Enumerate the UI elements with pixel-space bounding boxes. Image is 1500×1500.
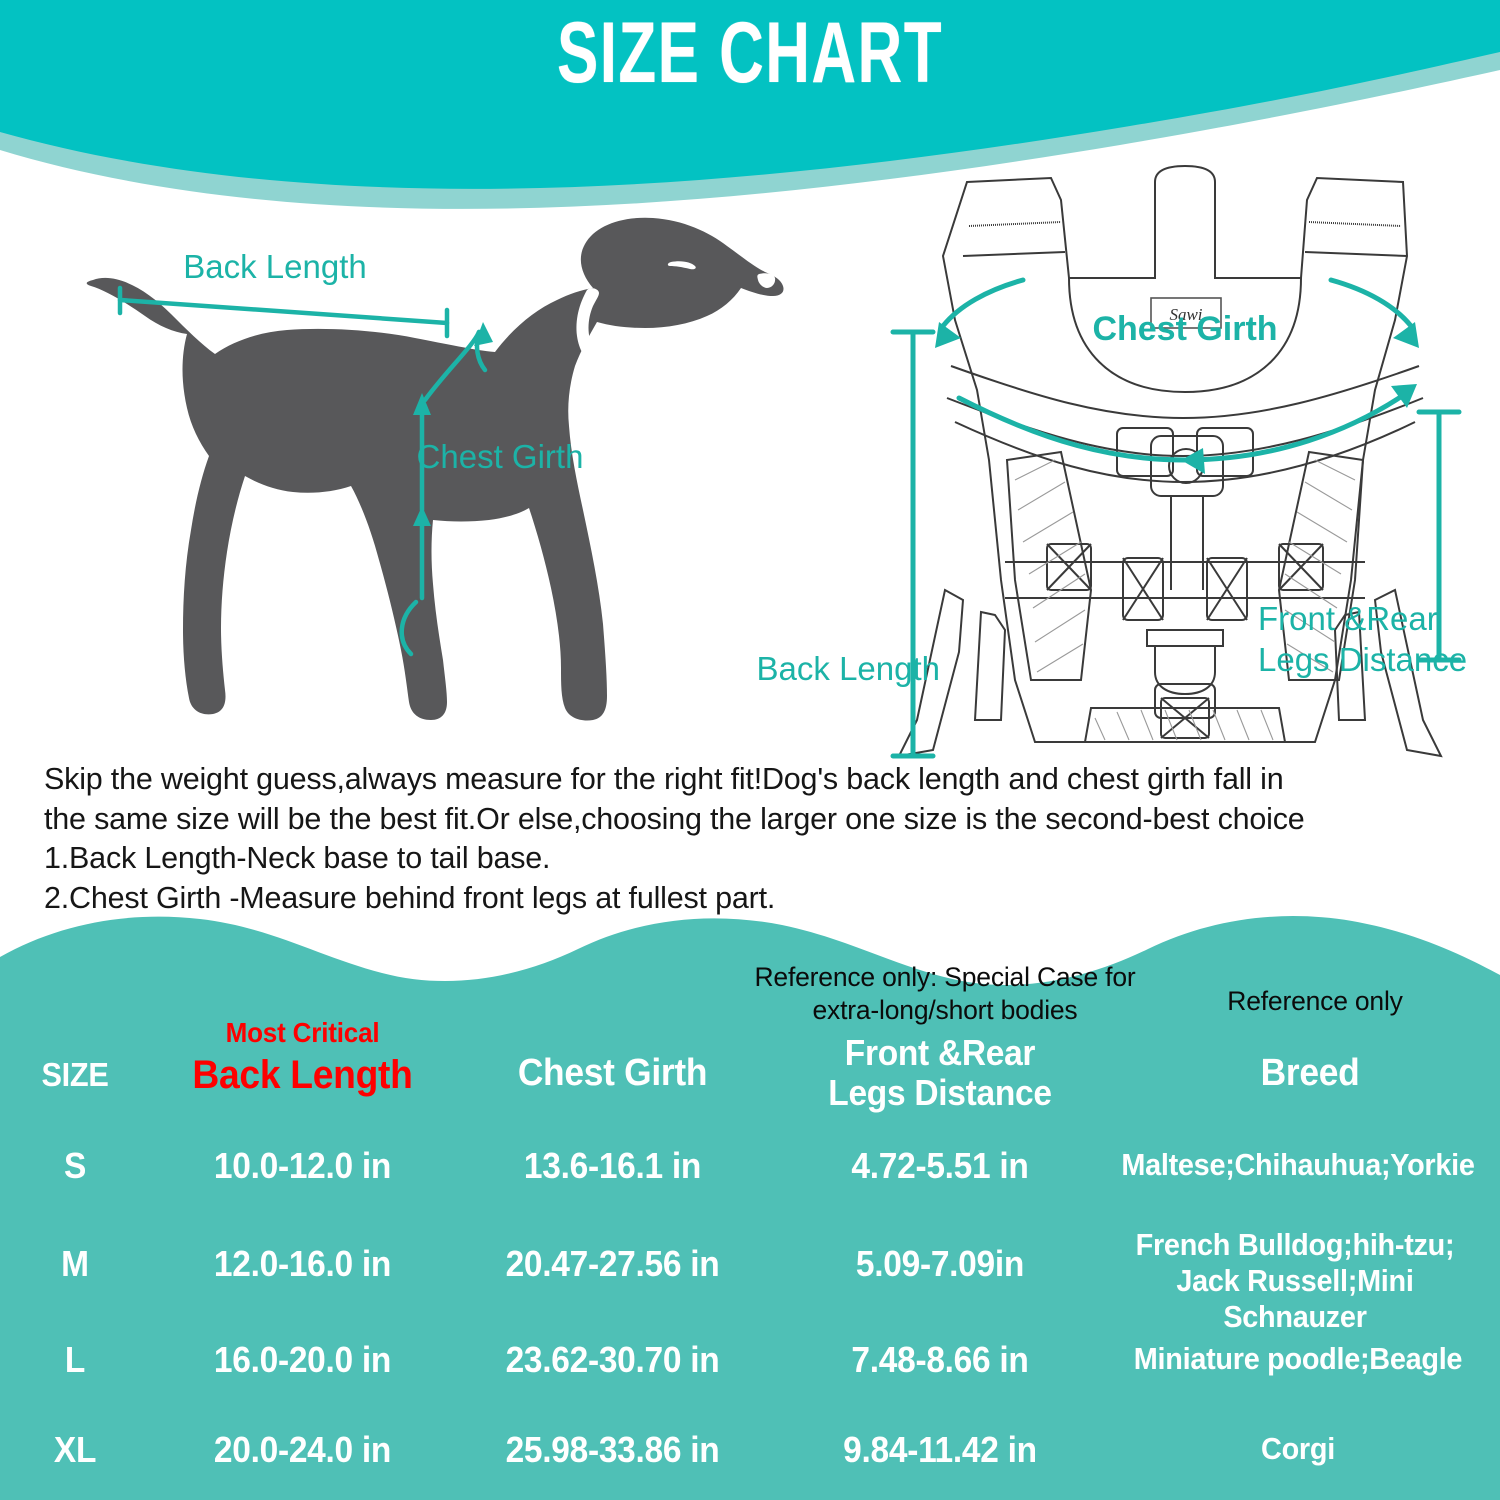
- column-header-breed: Breed: [1260, 1052, 1360, 1094]
- carrier-diagram: Sawi Chest Girth: [855, 160, 1495, 780]
- row-s-back-length: 10.0-12.0 in: [213, 1145, 392, 1186]
- dog-chest-girth-arrowheads: [413, 322, 493, 526]
- row-m-size: M: [61, 1243, 89, 1284]
- row-xl-legs-distance: 9.84-11.42 in: [843, 1429, 1037, 1470]
- carrier-back-length-label: Back Length: [756, 650, 940, 687]
- column-header-legs-distance-line2: Legs Distance: [828, 1071, 1052, 1113]
- dog-body-shape: [86, 217, 784, 721]
- column-header-chest-girth: Chest Girth: [517, 1052, 708, 1094]
- breed-reference-note: Reference only: [1227, 986, 1403, 1016]
- row-s-size: S: [63, 1145, 87, 1186]
- row-xl-breed: Corgi: [1261, 1431, 1335, 1466]
- row-m-breed-line1: French Bulldog;hih-tzu;: [1135, 1227, 1455, 1262]
- row-s-legs-distance: 4.72-5.51 in: [851, 1145, 1029, 1186]
- row-m-chest-girth: 20.47-27.56 in: [505, 1243, 720, 1284]
- svg-text:Sawi: Sawi: [1169, 305, 1202, 324]
- dog-back-length-dimension: [117, 285, 450, 339]
- row-l-back-length: 16.0-20.0 in: [213, 1339, 392, 1380]
- row-m-breed: French Bulldog;hih-tzu; Jack Russell;Min…: [1104, 1227, 1485, 1335]
- carrier-legs-distance-label: Front &Rear Legs Distance: [1258, 598, 1498, 681]
- row-xl-back-length: 20.0-24.0 in: [213, 1429, 392, 1470]
- illustration-area: Back Length Chest Girth: [0, 150, 1500, 770]
- carrier-hatching: [1014, 459, 1356, 741]
- row-m-back-length: 12.0-16.0 in: [213, 1243, 392, 1284]
- dog-chest-girth-label: Chest Girth: [417, 438, 584, 475]
- row-m-legs-distance: 5.09-7.09in: [855, 1243, 1025, 1284]
- row-xl-chest-girth: 25.98-33.86 in: [505, 1429, 720, 1470]
- column-header-legs-distance-line1: Front &Rear: [844, 1032, 1036, 1073]
- front-rear-reference-note-line2: extra-long/short bodies: [812, 994, 1078, 1025]
- carrier-legs-distance-label-line1: Front &Rear: [1258, 600, 1438, 637]
- front-rear-reference-note: Reference only: Special Case for extra-l…: [735, 961, 1155, 1027]
- carrier-chest-girth-arrowheads: [935, 322, 1419, 474]
- instructions-line-2: the same size will be the best fit.Or el…: [44, 801, 1305, 836]
- header-wave-main: [0, 0, 1500, 189]
- row-l-size: L: [64, 1339, 86, 1380]
- column-header-back-length-tag: Most Critical: [225, 1017, 380, 1048]
- row-m-breed-line2: Jack Russell;Mini Schnauzer: [1176, 1262, 1414, 1334]
- carrier-legs-distance-label-line2: Legs Distance: [1258, 641, 1468, 679]
- header-banner: SIZE CHART: [0, 0, 1500, 235]
- front-rear-reference-note-line1: Reference only: Special Case for: [754, 962, 1136, 992]
- carrier-legs-distance-dimension: [1416, 409, 1462, 663]
- row-l-breed: Miniature poodle;Beagle: [1133, 1341, 1463, 1376]
- table-wave-background: [0, 916, 1500, 1500]
- instructions-line-1: Skip the weight guess,always measure for…: [44, 762, 1284, 796]
- instructions-line-3: 1.Back Length-Neck base to tail base.: [44, 841, 551, 876]
- row-l-legs-distance: 7.48-8.66 in: [851, 1339, 1029, 1380]
- header-wave-graphic: [0, 0, 1500, 209]
- carrier-backpack-svg: Sawi Chest Girth: [890, 164, 1462, 759]
- row-xl-size: XL: [53, 1429, 97, 1470]
- dog-diagram: Back Length Chest Girth: [75, 210, 795, 750]
- carrier-brand-logo: Sawi: [1150, 297, 1222, 329]
- row-s-breed: Maltese;Chihauhua;Yorkie: [1121, 1147, 1475, 1182]
- instructions-block: Skip the weight guess,always measure for…: [44, 760, 1324, 919]
- carrier-outline: [897, 164, 1443, 758]
- dog-back-length-label: Back Length: [183, 248, 366, 285]
- size-table: Reference only: Special Case for extra-l…: [0, 905, 1500, 1500]
- column-header-legs-distance: Front &Rear Legs Distance: [801, 1033, 1080, 1112]
- table-panel-fill: [0, 916, 1500, 1500]
- page-title: SIZE CHART: [557, 5, 943, 101]
- carrier-back-length-dimension: [890, 329, 936, 759]
- instructions-line-4: 2.Chest Girth -Measure behind front legs…: [44, 880, 776, 915]
- dog-silhouette-svg: Back Length Chest Girth: [86, 217, 784, 721]
- row-l-chest-girth: 23.62-30.70 in: [505, 1339, 720, 1380]
- column-header-back-length: Back Length: [192, 1053, 413, 1097]
- row-s-chest-girth: 13.6-16.1 in: [523, 1145, 702, 1186]
- carrier-chest-girth-label: Chest Girth: [1092, 310, 1277, 348]
- dog-chest-girth-dimension: [399, 329, 488, 657]
- table-content: Reference only: Special Case for extra-l…: [0, 905, 1500, 1500]
- column-header-size: SIZE: [41, 1056, 109, 1093]
